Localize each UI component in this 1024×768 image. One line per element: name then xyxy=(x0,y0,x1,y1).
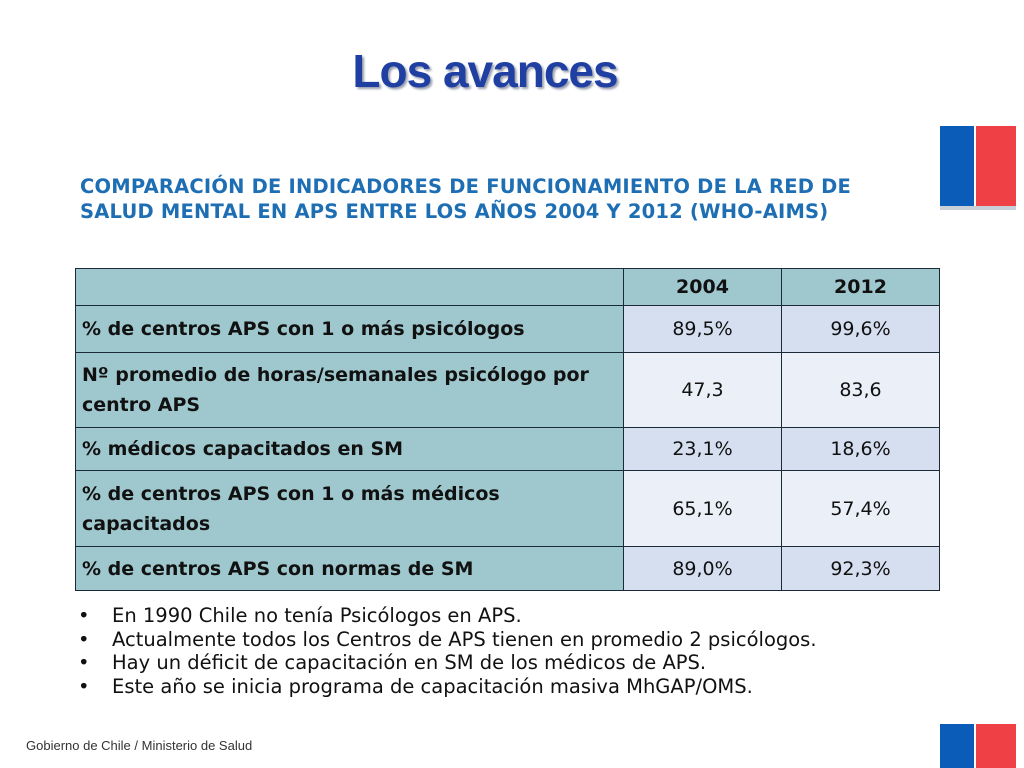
flag-shadow xyxy=(940,206,1016,210)
table-row: % de centros APS con normas de SM 89,0% … xyxy=(75,546,940,591)
list-item-text: Actualmente todos los Centros de APS tie… xyxy=(112,627,817,651)
value-2012: 92,3% xyxy=(781,546,940,591)
chile-flag-icon-footer xyxy=(940,724,1016,768)
value-2012: 83,6 xyxy=(781,352,940,428)
value-2004: 89,0% xyxy=(623,546,782,591)
bullet-list: • En 1990 Chile no tenía Psicólogos en A… xyxy=(78,604,918,698)
flag-red-stripe xyxy=(976,126,1016,206)
list-item: • Este año se inicia programa de capacit… xyxy=(78,675,918,699)
table-row: % de centros APS con 1 o más psicólogos … xyxy=(75,305,940,353)
table-header-row: 2004 2012 xyxy=(75,268,940,306)
table-row: Nº promedio de horas/semanales psicólogo… xyxy=(75,352,940,428)
list-item: • En 1990 Chile no tenía Psicólogos en A… xyxy=(78,604,918,628)
value-2004: 47,3 xyxy=(623,352,782,428)
list-item: • Actualmente todos los Centros de APS t… xyxy=(78,628,918,652)
row-label: % de centros APS con 1 o más psicólogos xyxy=(75,305,624,353)
chile-flag-icon xyxy=(940,126,1016,210)
flag-blue-stripe xyxy=(940,724,974,768)
bullet-icon: • xyxy=(78,674,90,698)
header-cell-2012: 2012 xyxy=(781,268,940,306)
header-cell-2004: 2004 xyxy=(623,268,782,306)
flag-blue-stripe xyxy=(940,126,974,206)
slide-title: Los avances xyxy=(352,45,618,97)
indicators-table: 2004 2012 % de centros APS con 1 o más p… xyxy=(75,268,940,591)
bullet-icon: • xyxy=(78,604,90,627)
header-cell-empty xyxy=(75,268,624,306)
list-item: • Hay un déficit de capacitación en SM d… xyxy=(78,651,918,675)
row-label: % de centros APS con 1 o más médicos cap… xyxy=(75,470,624,547)
value-2004: 65,1% xyxy=(623,470,782,547)
table-caption: COMPARACIÓN DE INDICADORES DE FUNCIONAMI… xyxy=(80,175,852,223)
value-2012: 99,6% xyxy=(781,305,940,353)
value-2012: 57,4% xyxy=(781,470,940,547)
row-label: Nº promedio de horas/semanales psicólogo… xyxy=(75,352,624,428)
value-2004: 89,5% xyxy=(623,305,782,353)
list-item-text: Hay un déficit de capacitación en SM de … xyxy=(112,651,707,674)
value-2012: 18,6% xyxy=(781,427,940,471)
list-item-text: En 1990 Chile no tenía Psicólogos en APS… xyxy=(112,604,522,627)
row-label: % de centros APS con normas de SM xyxy=(75,546,624,591)
table-row: % de centros APS con 1 o más médicos cap… xyxy=(75,470,940,547)
list-item-text: Este año se inicia programa de capacitac… xyxy=(112,674,753,698)
flag-red-stripe xyxy=(976,724,1016,768)
table-row: % médicos capacitados en SM 23,1% 18,6% xyxy=(75,427,940,471)
value-2004: 23,1% xyxy=(623,427,782,471)
bullet-icon: • xyxy=(78,627,90,651)
footer-credit: Gobierno de Chile / Ministerio de Salud xyxy=(26,738,253,753)
bullet-icon: • xyxy=(78,651,90,674)
row-label: % médicos capacitados en SM xyxy=(75,427,624,471)
